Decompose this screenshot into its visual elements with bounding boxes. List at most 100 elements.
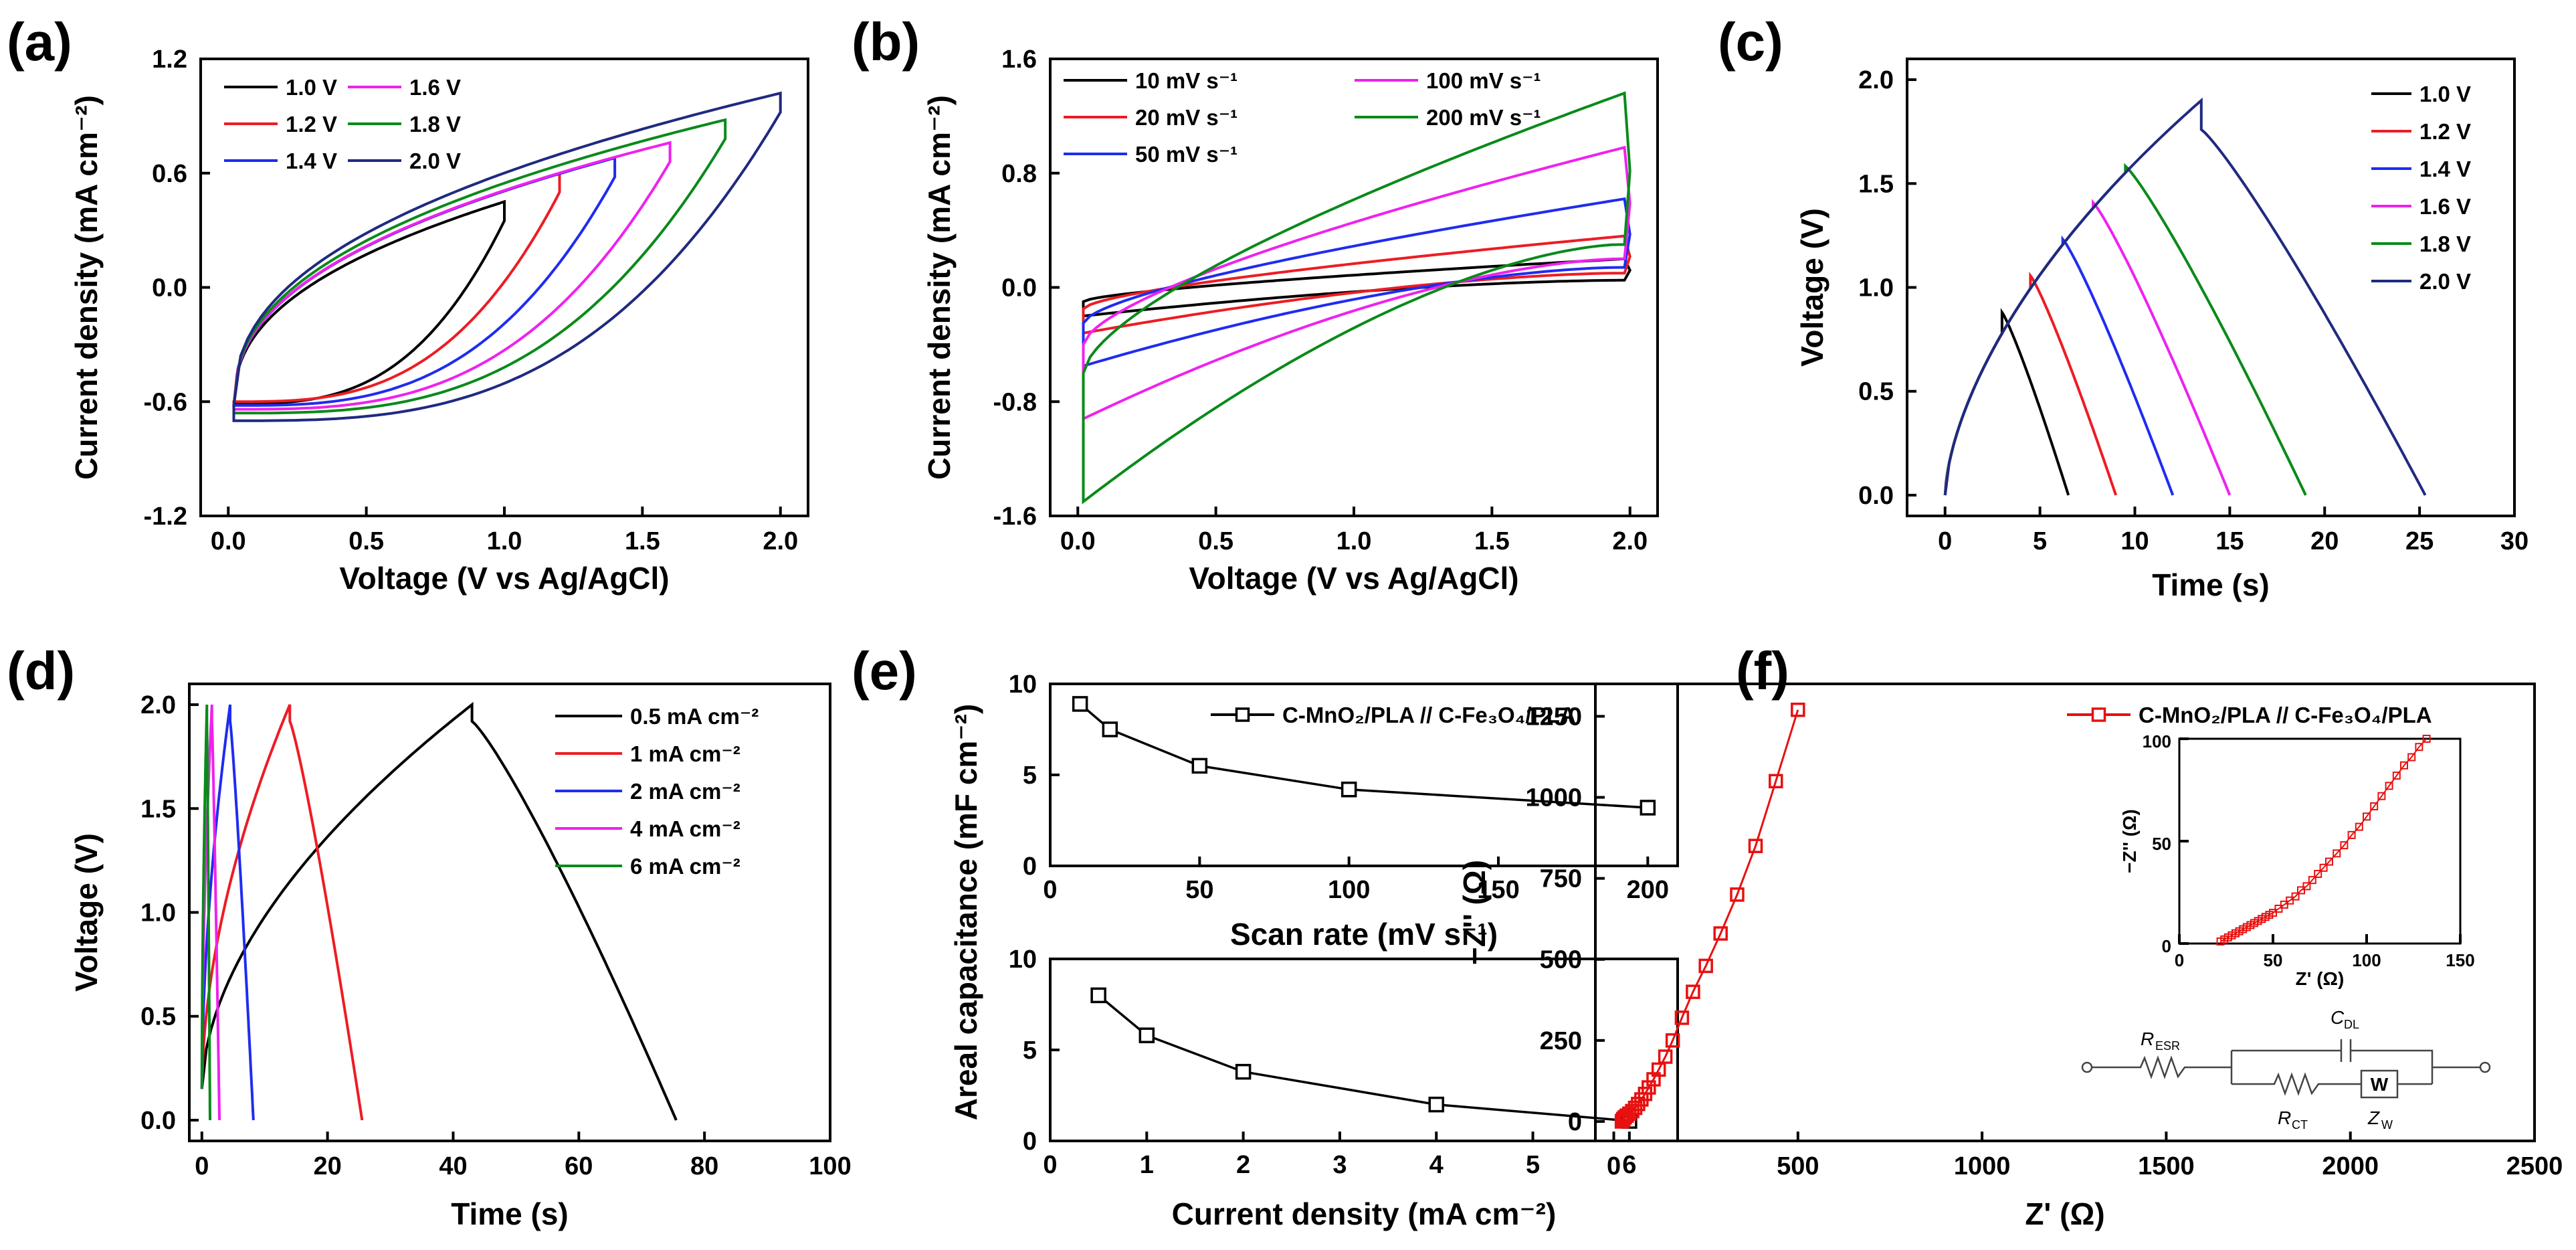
d-legend-label-4: 6 mA cm⁻²: [630, 854, 740, 879]
b-ytick-label-1: -0.8: [993, 388, 1037, 416]
f-inset-point-35: [2407, 753, 2416, 762]
f-inset-point-25: [2333, 849, 2341, 858]
b-legend-label-2: 50 mV s⁻¹: [1135, 142, 1237, 167]
f-circuit-terminal-left: [2081, 1061, 2093, 1073]
e-top-xtick-label-3: 150: [1477, 876, 1519, 904]
f-circuit-label-c: C: [2331, 1007, 2345, 1028]
panel-label-d: (d): [7, 641, 75, 701]
e-top-xtick-label-2: 100: [1328, 876, 1370, 904]
f-inset-point-28: [2355, 822, 2363, 831]
f-circuit-label-w-sub: W: [2381, 1118, 2393, 1132]
b-ytick-label-2: 0.0: [1001, 274, 1037, 302]
c-series-1: [1943, 271, 2117, 496]
f-circuit-label-ct-sub: CT: [2292, 1118, 2308, 1132]
a-xlabel: Voltage (V vs Ag/AgCl): [339, 561, 669, 596]
c-xtick-label-4: 20: [2310, 527, 2339, 555]
a-legend-label-1: 1.2 V: [286, 112, 337, 137]
c-series-3: [1943, 199, 2232, 496]
c-series-5: [1943, 97, 2427, 496]
d-legend-label-3: 4 mA cm⁻²: [630, 816, 740, 841]
plot-area-d: 0 20 40 60 80 100 0.0 0.5 1.0 1.5 2.0 Time (s) Volta…: [69, 691, 852, 1231]
panel-label-e: (e): [852, 641, 917, 701]
d-ylabel: Voltage (V): [69, 833, 104, 992]
c-ylabel: Voltage (V): [1795, 208, 1829, 367]
e-top-ytick-label-0: 0: [1023, 853, 1037, 881]
f-xtick-label-5: 2500: [2506, 1152, 2563, 1180]
f-point-15: [1665, 1033, 1680, 1048]
a-ytick-label-2: 0.0: [152, 274, 187, 302]
b-series-0: [1082, 257, 1631, 318]
a-legend-label-5: 2.0 V: [409, 149, 461, 173]
panel-c: (c) 0 5 10 15 20 25 30 0.0 0.5 1.0 1.5 2.0 Time (s) V…: [1718, 12, 2529, 602]
d-xtick-label-0: 0: [195, 1152, 209, 1180]
f-ylabel: −Z'' (Ω): [1457, 860, 1492, 965]
b-xtick-label-4: 2.0: [1612, 527, 1648, 555]
plot-area-c: 0 5 10 15 20 25 30 0.0 0.5 1.0 1.5 2.0 Time (s) Volta…: [1795, 66, 2529, 602]
f-inset-point-22: [2314, 869, 2322, 878]
panel-label-f: (f): [1736, 641, 1789, 701]
e-top-xlabel: Scan rate (mV s⁻¹): [1230, 917, 1498, 952]
c-legend-label-5: 2.0 V: [2419, 269, 2471, 294]
a-ytick-label-0: -1.2: [144, 503, 187, 531]
f-inset-xtick-label-2: 100: [2352, 950, 2381, 970]
f-circuit-warburg: [2360, 1069, 2399, 1099]
b-series-2: [1082, 197, 1631, 368]
f-inset-point-23: [2319, 863, 2328, 872]
f-point-16: [1674, 1010, 1690, 1025]
e-bottom-point-2: [1235, 1063, 1252, 1080]
f-inset-point-36: [2415, 743, 2423, 751]
e-bottom-ytick-label-2: 10: [1009, 946, 1037, 974]
f-ytick-label-4: 1000: [1525, 784, 1582, 812]
d-ytick-label-2: 1.0: [140, 899, 176, 927]
d-series-1: [200, 704, 364, 1121]
b-ytick-label-3: 0.8: [1001, 160, 1037, 188]
panel-a: (a) 0.0 0.5 1.0 1.5 2.0 -1.2 -0.6 0.0 0.6 1.2 Volt…: [7, 12, 809, 596]
panel-label-c: (c): [1718, 12, 1783, 72]
d-ytick-label-4: 2.0: [140, 691, 176, 719]
e-top-xtick-label-4: 200: [1627, 876, 1669, 904]
b-xtick-label-3: 1.5: [1474, 527, 1510, 555]
f-ytick-label-2: 500: [1540, 946, 1582, 974]
plot-area-b: 0.0 0.5 1.0 1.5 2.0 -1.6 -0.8 0.0 0.8 1.6 Voltage …: [922, 46, 1648, 596]
c-xtick-label-0: 0: [1938, 527, 1952, 555]
e-bottom-point-0: [1090, 987, 1106, 1004]
f-inset-point-27: [2347, 830, 2356, 839]
a-series-3: [232, 141, 672, 411]
b-series-1: [1082, 234, 1631, 335]
f-inset-point-20: [2302, 882, 2311, 891]
a-ytick-label-1: -0.6: [144, 388, 187, 416]
f-circuit-label-r-esr: R: [2141, 1029, 2154, 1049]
d-xtick-label-3: 60: [565, 1152, 593, 1180]
f-ytick-label-1: 250: [1540, 1027, 1582, 1055]
c-xtick-label-6: 30: [2500, 527, 2529, 555]
c-xtick-label-5: 25: [2405, 527, 2434, 555]
f-inset-point-15: [2274, 904, 2283, 913]
panel-d: (d) 0 20 40 60 80 100 0.0 0.5 1.0 1.5 2.0 Time (s) V…: [7, 641, 852, 1231]
f-inset-point-16: [2280, 900, 2288, 909]
d-ytick-label-1: 0.5: [140, 1003, 176, 1031]
e-bottom-point-1: [1138, 1027, 1155, 1043]
e-bottom-series-line: [1098, 994, 1629, 1122]
b-xtick-label-2: 1.0: [1336, 527, 1372, 555]
a-ylabel: Current density (mA cm⁻²): [69, 95, 104, 480]
f-point-14: [1658, 1049, 1673, 1064]
d-legend-label-0: 0.5 mA cm⁻²: [630, 704, 759, 729]
e-top-ytick-label-2: 10: [1009, 671, 1037, 699]
f-inset-xtick-label-0: 0: [2175, 950, 2184, 970]
e-top-point-3: [1341, 782, 1357, 798]
b-xtick-label-0: 0.0: [1060, 527, 1096, 555]
c-legend-label-2: 1.4 V: [2419, 157, 2471, 181]
f-point-23: [1791, 703, 1805, 717]
e-top-legend-label-0: C-MnO₂/PLA // C-Fe₃O₄/PLA: [1282, 703, 1576, 727]
f-inset-point-17: [2286, 896, 2294, 905]
c-xtick-label-1: 5: [2033, 527, 2047, 555]
b-legend-label-1: 20 mV s⁻¹: [1135, 105, 1237, 130]
f-circuit-label-z: Z: [2367, 1107, 2380, 1128]
a-legend-label-4: 1.8 V: [409, 112, 461, 137]
f-circuit-label-r-ct: R: [2278, 1107, 2291, 1128]
e-bottom-xtick-label-6: 6: [1622, 1151, 1636, 1179]
f-inset-xlabel: Z' (Ω): [2296, 968, 2345, 989]
d-xtick-label-2: 40: [439, 1152, 467, 1180]
c-ytick-label-2: 1.0: [1858, 274, 1894, 302]
c-xtick-label-3: 15: [2215, 527, 2244, 555]
